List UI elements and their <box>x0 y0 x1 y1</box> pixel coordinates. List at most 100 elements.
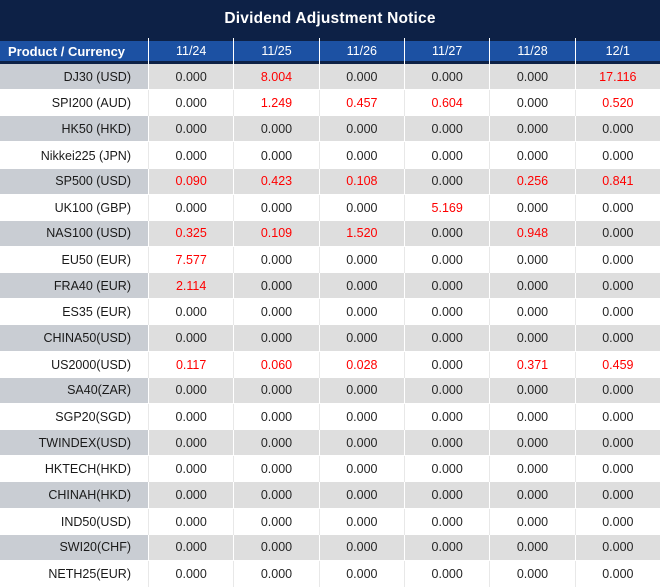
dividend-value-cell: 0.000 <box>149 142 234 169</box>
dividend-value-cell: 0.000 <box>575 194 660 221</box>
dividend-value-cell: 0.000 <box>319 116 404 143</box>
table-row: EU50 (EUR) 7.577 0.000 0.000 0.000 0.000 0.000 <box>0 247 660 274</box>
dividend-value-cell: 0.000 <box>234 299 319 326</box>
table-row: SWI20(CHF) 0.000 0.000 0.000 0.000 0.000 0.000 <box>0 534 660 561</box>
product-cell: TWINDEX(USD) <box>0 430 148 457</box>
dividend-value-cell: 0.000 <box>234 508 319 535</box>
table-row: Nikkei225 (JPN) 0.000 0.000 0.000 0.000 0.000… <box>0 142 660 169</box>
dividend-value-cell: 0.000 <box>490 403 575 431</box>
product-cell: SGP20(SGD) <box>0 403 148 431</box>
dividend-value-cell: 0.000 <box>575 299 660 326</box>
product-cell: HKTECH(HKD) <box>0 456 148 483</box>
dividend-value-cell: 0.000 <box>149 90 234 117</box>
table-row: SA40(ZAR) 0.000 0.000 0.000 0.000 0.000 0.000 <box>0 377 660 404</box>
table-row: NETH25(EUR) 0.000 0.000 0.000 0.000 0.000 0.00… <box>0 560 660 587</box>
dividend-value-cell: 0.000 <box>405 482 490 509</box>
dividend-value-cell: 0.000 <box>575 325 660 352</box>
dividend-value-cell: 0.108 <box>319 168 404 195</box>
dividend-value-cell: 0.000 <box>405 273 490 300</box>
column-header-date: 11/24 <box>149 38 234 64</box>
dividend-value-cell: 0.000 <box>575 456 660 483</box>
table-row: SP500 (USD) 0.090 0.423 0.108 0.000 0.256 0.84… <box>0 168 660 195</box>
dividend-value-cell: 0.000 <box>319 430 404 457</box>
dividend-value-cell: 0.000 <box>234 430 319 457</box>
dividend-value-cell: 0.000 <box>490 194 575 221</box>
dividend-value-cell: 0.000 <box>149 508 234 535</box>
dividend-value-cell: 0.000 <box>234 194 319 221</box>
product-cell: FRA40 (EUR) <box>0 273 148 300</box>
dividend-value-cell: 0.000 <box>234 456 319 483</box>
dividend-value-cell: 0.000 <box>319 403 404 431</box>
dividend-value-cell: 0.000 <box>575 273 660 300</box>
dividend-value-cell: 0.000 <box>490 560 575 587</box>
product-cell: ES35 (EUR) <box>0 299 148 326</box>
dividend-value-cell: 0.000 <box>405 247 490 274</box>
dividend-value-cell: 0.000 <box>490 482 575 509</box>
dividend-value-cell: 0.000 <box>575 430 660 457</box>
dividend-value-cell: 0.000 <box>234 273 319 300</box>
dividend-value-cell: 0.000 <box>575 508 660 535</box>
dividend-value-cell: 0.000 <box>149 403 234 431</box>
table-row: ES35 (EUR) 0.000 0.000 0.000 0.000 0.000 0.000 <box>0 299 660 326</box>
dividend-value-cell: 0.000 <box>405 64 490 91</box>
table-row: DJ30 (USD) 0.000 8.004 0.000 0.000 0.000 17.11… <box>0 64 660 91</box>
dividend-value-cell: 0.000 <box>149 64 234 91</box>
table-row: IND50(USD) 0.000 0.000 0.000 0.000 0.000 0.000 <box>0 508 660 535</box>
dividend-value-cell: 0.000 <box>319 377 404 404</box>
dividend-value-cell: 0.000 <box>405 403 490 431</box>
page-title: Dividend Adjustment Notice <box>0 0 660 38</box>
product-cell: SPI200 (AUD) <box>0 90 148 117</box>
product-cell: UK100 (GBP) <box>0 194 148 221</box>
dividend-value-cell: 0.000 <box>405 299 490 326</box>
dividend-value-cell: 0.000 <box>490 430 575 457</box>
dividend-value-cell: 0.000 <box>234 116 319 143</box>
dividend-value-cell: 0.000 <box>405 220 490 248</box>
dividend-value-cell: 0.000 <box>319 142 404 169</box>
dividend-value-cell: 0.000 <box>575 247 660 274</box>
dividend-value-cell: 8.004 <box>234 64 319 91</box>
dividend-value-cell: 0.000 <box>234 377 319 404</box>
dividend-value-cell: 0.000 <box>575 482 660 509</box>
dividend-value-cell: 0.000 <box>405 508 490 535</box>
product-cell: SWI20(CHF) <box>0 534 148 561</box>
table-row: SGP20(SGD) 0.000 0.000 0.000 0.000 0.000 0.000 <box>0 403 660 431</box>
product-cell: NETH25(EUR) <box>0 560 148 587</box>
dividend-value-cell: 0.000 <box>319 273 404 300</box>
table-row: CHINAH(HKD) 0.000 0.000 0.000 0.000 0.000 0.00… <box>0 482 660 509</box>
dividend-value-cell: 0.000 <box>405 430 490 457</box>
product-cell: Nikkei225 (JPN) <box>0 142 148 169</box>
dividend-value-cell: 0.000 <box>490 273 575 300</box>
dividend-value-cell: 0.000 <box>405 142 490 169</box>
dividend-value-cell: 0.117 <box>149 351 234 378</box>
dividend-value-cell: 0.000 <box>149 482 234 509</box>
dividend-value-cell: 0.000 <box>149 325 234 352</box>
dividend-value-cell: 0.000 <box>149 534 234 561</box>
dividend-value-cell: 0.060 <box>234 351 319 378</box>
product-cell: DJ30 (USD) <box>0 64 148 91</box>
column-header-product-currency: Product / Currency <box>0 38 148 64</box>
dividend-value-cell: 0.000 <box>234 325 319 352</box>
dividend-value-cell: 5.169 <box>405 194 490 221</box>
dividend-value-cell: 0.000 <box>319 482 404 509</box>
dividend-value-cell: 0.000 <box>319 534 404 561</box>
table-header-row: Product / Currency 11/24 11/25 11/26 11/27 1… <box>0 38 660 64</box>
dividend-value-cell: 0.000 <box>405 377 490 404</box>
dividend-value-cell: 0.000 <box>575 142 660 169</box>
dividend-value-cell: 0.000 <box>490 64 575 91</box>
dividend-value-cell: 0.000 <box>234 534 319 561</box>
dividend-value-cell: 0.000 <box>405 534 490 561</box>
dividend-value-cell: 0.000 <box>490 299 575 326</box>
column-header-date: 11/26 <box>319 38 404 64</box>
dividend-value-cell: 0.000 <box>490 142 575 169</box>
dividend-value-cell: 0.000 <box>405 168 490 195</box>
product-cell: NAS100 (USD) <box>0 220 148 248</box>
dividend-value-cell: 0.000 <box>575 377 660 404</box>
dividend-value-cell: 0.000 <box>234 247 319 274</box>
dividend-value-cell: 2.114 <box>149 273 234 300</box>
dividend-value-cell: 0.000 <box>405 116 490 143</box>
dividend-value-cell: 0.000 <box>490 325 575 352</box>
dividend-value-cell: 0.000 <box>575 560 660 587</box>
dividend-value-cell: 0.000 <box>319 325 404 352</box>
dividend-value-cell: 0.000 <box>319 508 404 535</box>
